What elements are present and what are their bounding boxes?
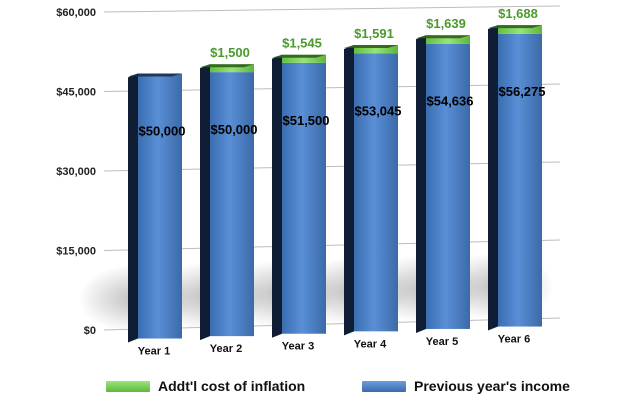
x-tick-label: Year 4 xyxy=(354,338,387,350)
bar-cap xyxy=(488,25,542,29)
legend-item-income: Previous year's income xyxy=(362,378,570,394)
data-label-income: $51,500 xyxy=(283,113,330,128)
legend-swatch-inflation xyxy=(106,380,150,392)
y-tick-label: $15,000 xyxy=(56,246,96,258)
bar-side xyxy=(200,64,210,341)
gridline xyxy=(103,5,561,13)
bar-inflation xyxy=(426,35,470,44)
data-label-inflation: $1,545 xyxy=(282,36,322,51)
legend-label-inflation: Addt'l cost of inflation xyxy=(158,378,306,394)
data-label-income: $54,636 xyxy=(427,94,474,109)
x-tick-label: Year 5 xyxy=(426,336,458,348)
bar-income xyxy=(210,72,254,337)
y-tick-label: $45,000 xyxy=(56,87,96,99)
bar-inflation xyxy=(498,25,542,34)
data-label-income: $50,000 xyxy=(139,124,186,139)
bar-cap xyxy=(344,45,398,49)
bar-cap xyxy=(416,35,470,39)
x-tick-label: Year 2 xyxy=(210,343,242,355)
chart-legend: Addt'l cost of inflation Previous year's… xyxy=(0,370,630,402)
bar-side xyxy=(416,35,426,333)
legend-swatch-income xyxy=(362,380,406,392)
legend-label-income: Previous year's income xyxy=(414,378,570,394)
data-label-inflation: $1,688 xyxy=(498,6,538,21)
y-tick-label: $30,000 xyxy=(56,166,96,178)
bar-income xyxy=(426,43,470,329)
data-label-inflation: $1,639 xyxy=(426,16,466,31)
y-tick-label: $0 xyxy=(84,325,96,337)
bar-income xyxy=(354,53,398,332)
bar-inflation xyxy=(210,64,254,73)
bar-cap xyxy=(128,73,182,77)
bar-cap xyxy=(200,64,254,68)
x-tick-label: Year 3 xyxy=(282,341,314,353)
bar-income xyxy=(138,73,182,339)
bar-inflation xyxy=(354,45,398,54)
x-tick-label: Year 6 xyxy=(498,334,530,346)
bar-side xyxy=(488,25,498,331)
x-tick-label: Year 1 xyxy=(138,346,170,358)
data-label-inflation: $1,591 xyxy=(354,26,394,41)
bar-side xyxy=(272,54,282,338)
bar-income xyxy=(498,33,542,327)
data-label-inflation: $1,500 xyxy=(210,45,250,60)
y-tick-label: $60,000 xyxy=(56,7,96,19)
bar-income xyxy=(282,62,326,334)
bar-inflation xyxy=(282,54,326,63)
bar-side xyxy=(344,45,354,336)
data-label-income: $56,275 xyxy=(499,84,546,99)
bar-side xyxy=(128,73,138,343)
bar-cap xyxy=(272,54,326,58)
data-label-income: $50,000 xyxy=(211,122,258,137)
data-label-income: $53,045 xyxy=(355,103,402,118)
legend-item-inflation: Addt'l cost of inflation xyxy=(106,378,305,394)
